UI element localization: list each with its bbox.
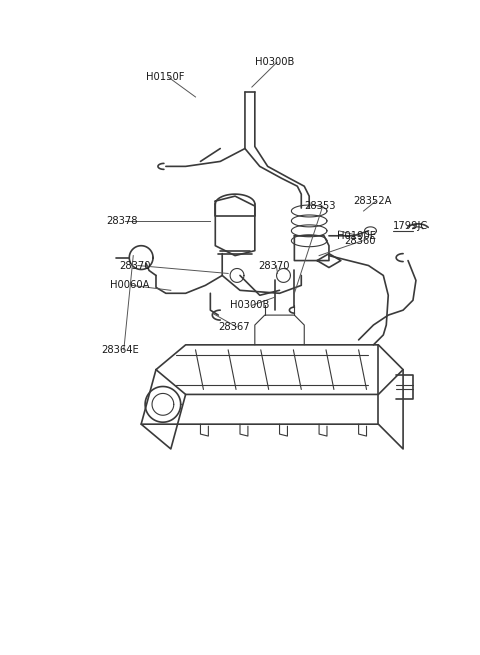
Text: H0060A: H0060A [109,280,149,290]
Text: 28364E: 28364E [102,345,139,355]
Text: H0300B: H0300B [255,57,294,67]
Text: 28378: 28378 [107,216,138,226]
Text: H0190E: H0190E [337,231,376,241]
Text: 28353: 28353 [304,201,336,211]
Text: 1799JC: 1799JC [393,221,429,231]
Text: H0150F: H0150F [146,72,185,82]
Text: H0300B: H0300B [230,300,269,310]
Text: 28360: 28360 [344,236,375,246]
Text: 28370: 28370 [120,261,151,271]
Text: 28367: 28367 [218,322,250,332]
Text: 28370: 28370 [258,261,289,271]
Text: 28352A: 28352A [354,196,392,206]
